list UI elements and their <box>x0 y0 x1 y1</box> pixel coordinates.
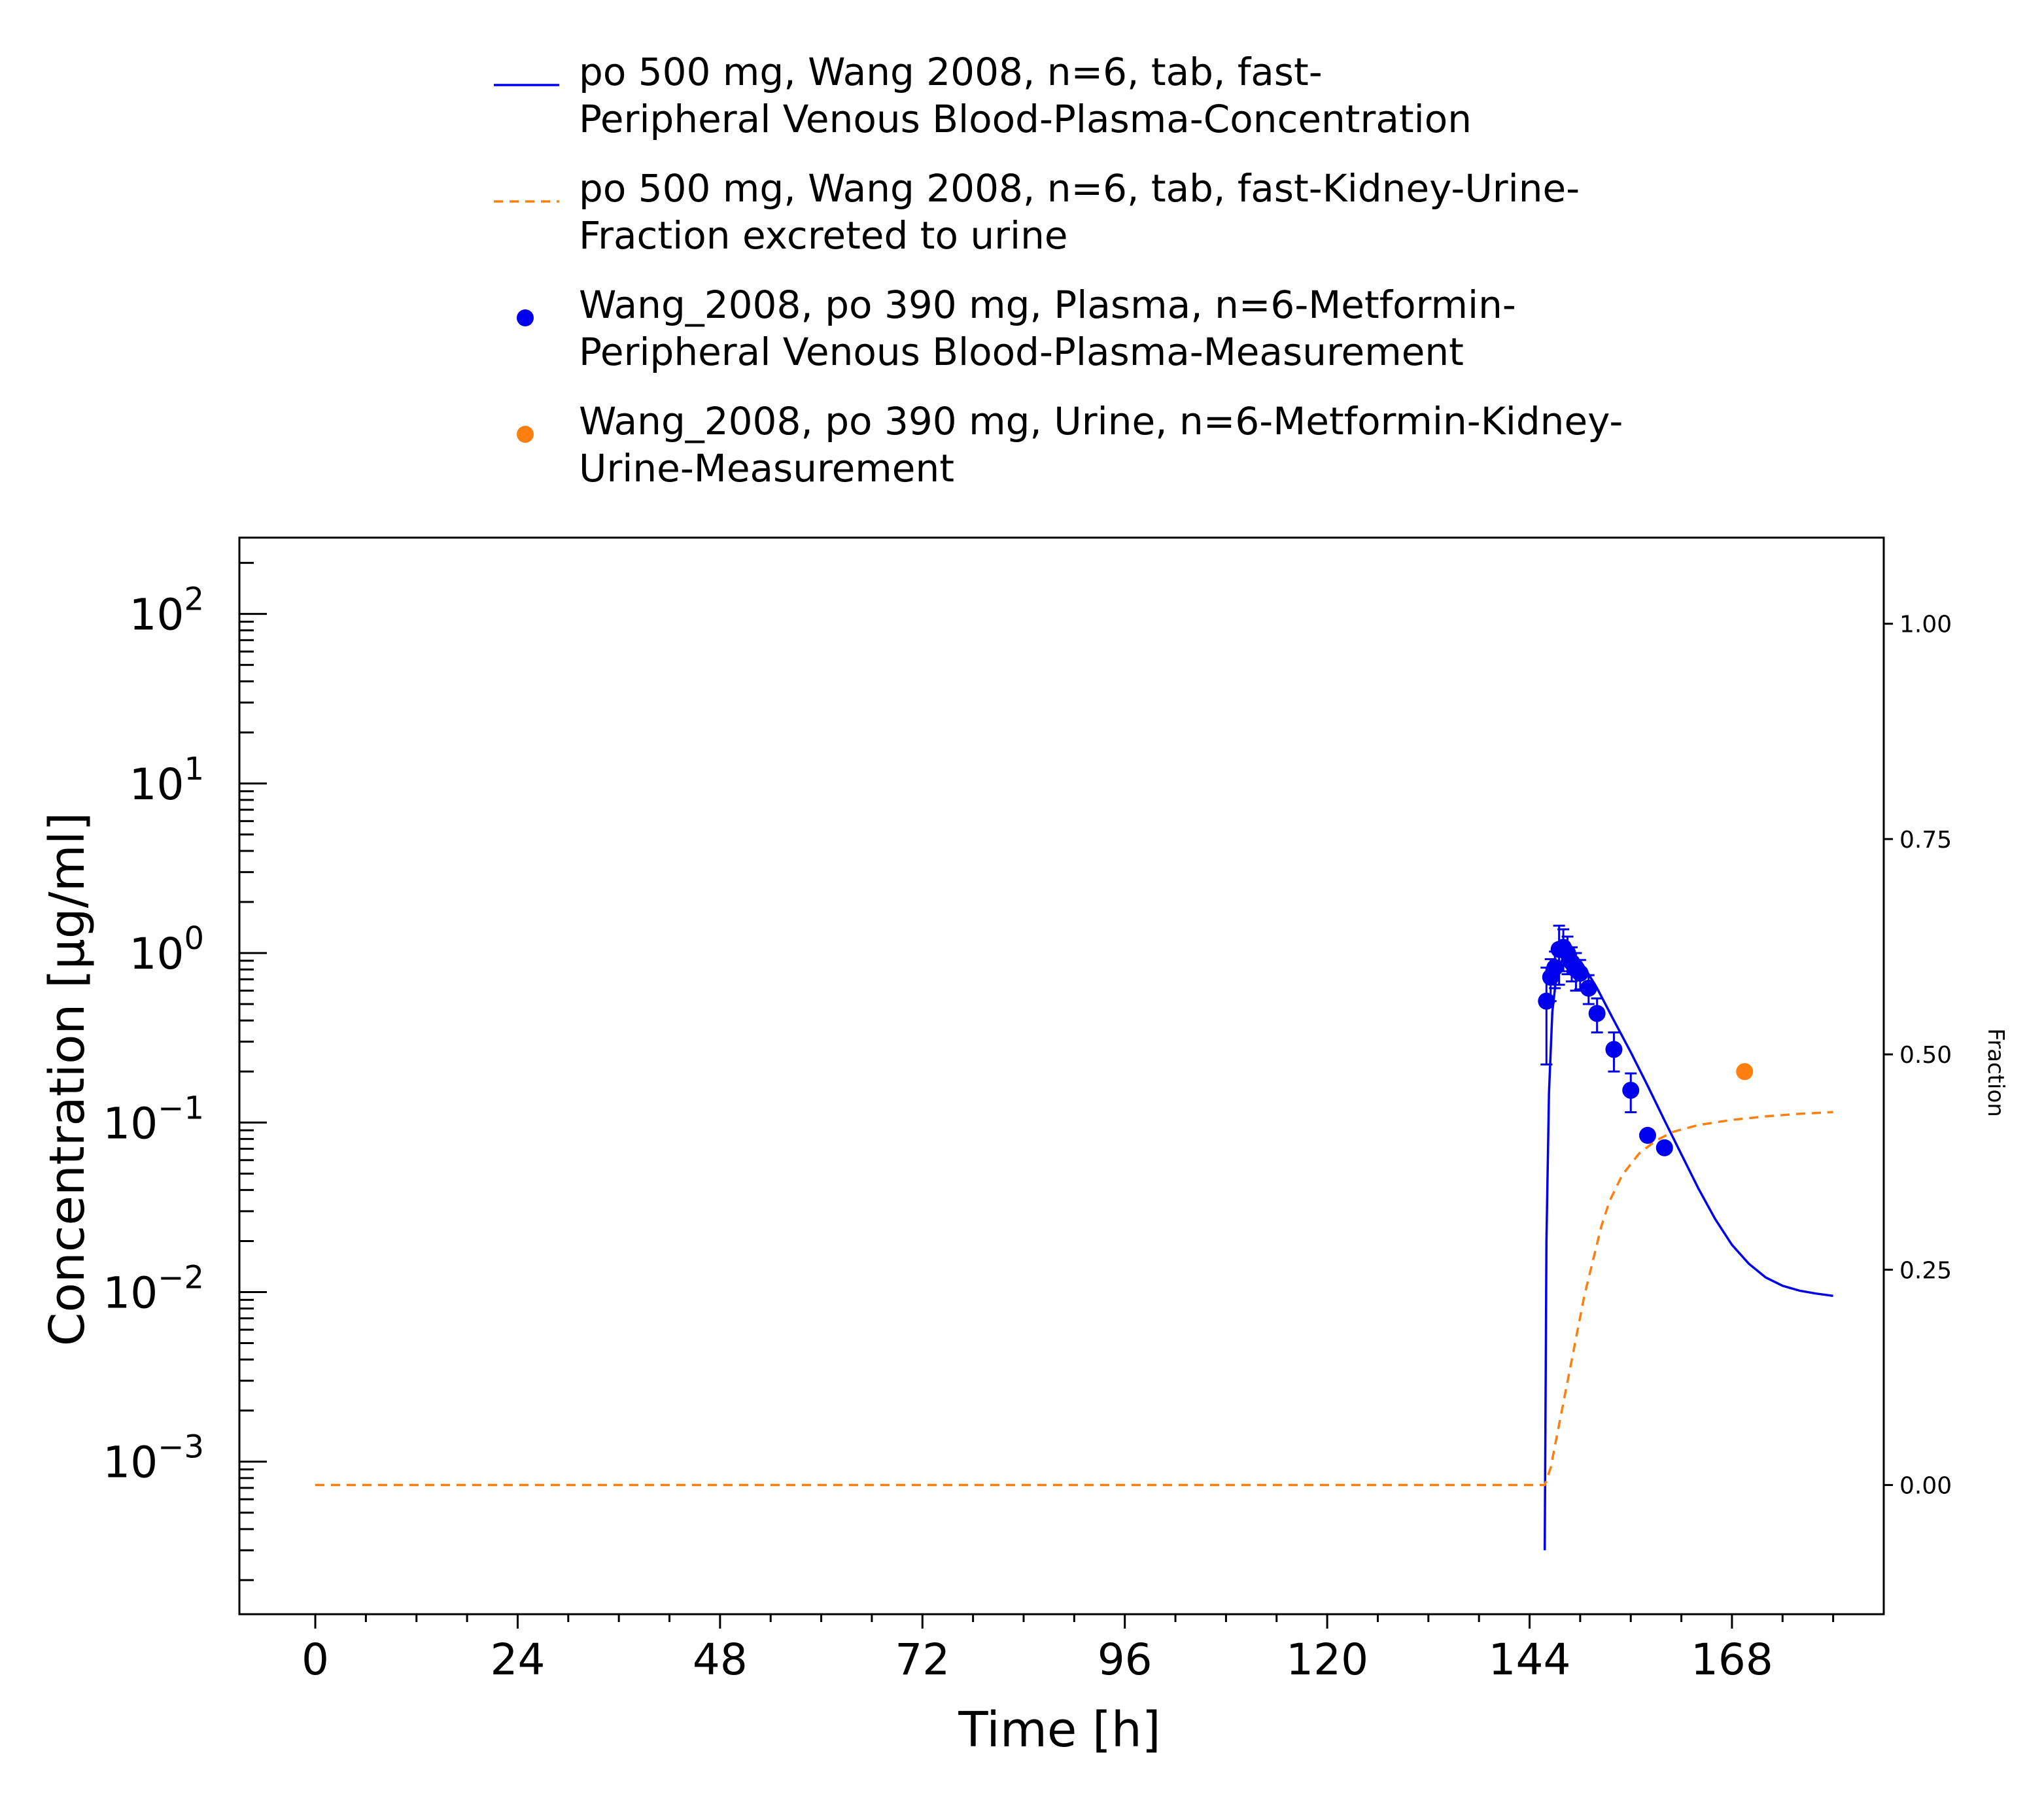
data-point-series-3 <box>1571 964 1589 982</box>
x-tick-label: 48 <box>693 1634 748 1685</box>
legend-entry-4: Urine-Measurement <box>579 446 954 491</box>
legend-swatch-3 <box>517 309 534 326</box>
data-point-series-4 <box>1736 1063 1754 1081</box>
y2-axis: 0.00 0.25 0.50 0.75 1.00 <box>1884 612 1952 1499</box>
y2-tick-label: 1.00 <box>1899 612 1952 638</box>
legend-entry-3: Wang_2008, po 390 mg, Plasma, n=6-Metfor… <box>579 283 1516 327</box>
y2-tick-label: 0.50 <box>1899 1042 1952 1069</box>
y2-tick-label: 0.00 <box>1899 1472 1952 1499</box>
y-tick-label: 10−3 <box>103 1429 204 1488</box>
legend-entry-1: Peripheral Venous Blood-Plasma-Concentra… <box>579 97 1472 141</box>
x-axis-title: Time [h] <box>958 1702 1160 1758</box>
series-line-1 <box>1543 953 1833 1551</box>
x-tick-label: 72 <box>895 1634 950 1685</box>
y-tick-label: 102 <box>129 581 204 640</box>
legend-entry-3: Peripheral Venous Blood-Plasma-Measureme… <box>579 330 1464 374</box>
x-tick-label: 168 <box>1691 1634 1773 1685</box>
y-tick-label: 10−2 <box>103 1259 204 1318</box>
legend: po 500 mg, Wang 2008, n=6, tab, fast-Per… <box>494 50 1623 491</box>
data-point-series-3 <box>1639 1126 1657 1144</box>
x-tick-label: 0 <box>302 1634 329 1685</box>
x-tick-label: 120 <box>1286 1634 1368 1685</box>
series-line-2 <box>315 1111 1833 1487</box>
y-axis-title: Concentration [µg/ml] <box>39 812 95 1346</box>
data-point-series-3 <box>1605 1041 1623 1058</box>
y2-tick-label: 0.75 <box>1899 827 1952 854</box>
data-point-series-3 <box>1655 1139 1673 1156</box>
legend-entry-4: Wang_2008, po 390 mg, Urine, n=6-Metform… <box>579 399 1623 443</box>
data-point-series-3 <box>1546 959 1564 977</box>
data-point-series-3 <box>1622 1081 1640 1099</box>
plot-frame <box>238 536 1885 1616</box>
y-tick-label: 101 <box>129 751 204 810</box>
x-tick-label: 144 <box>1489 1634 1571 1685</box>
x-axis: 0 24 48 72 96 120 144 168 <box>302 1614 1835 1685</box>
y2-axis-title: Fraction <box>1983 1028 2009 1117</box>
legend-entry-2: po 500 mg, Wang 2008, n=6, tab, fast-Kid… <box>579 166 1580 211</box>
data-point-series-3 <box>1588 1005 1606 1022</box>
y-axis: 102 101 100 10−1 10−2 10−3 <box>103 562 267 1582</box>
x-tick-label: 96 <box>1098 1634 1152 1685</box>
legend-entry-2: Fraction excreted to urine <box>579 213 1068 258</box>
legend-swatch-4 <box>517 426 534 443</box>
y-tick-label: 100 <box>129 920 204 979</box>
x-tick-label: 24 <box>490 1634 545 1685</box>
y2-tick-label: 0.25 <box>1899 1257 1952 1284</box>
series-layer <box>315 924 1833 1551</box>
y-tick-label: 10−1 <box>103 1090 204 1149</box>
legend-entry-1: po 500 mg, Wang 2008, n=6, tab, fast- <box>579 50 1323 94</box>
data-point-series-3 <box>1580 979 1597 997</box>
